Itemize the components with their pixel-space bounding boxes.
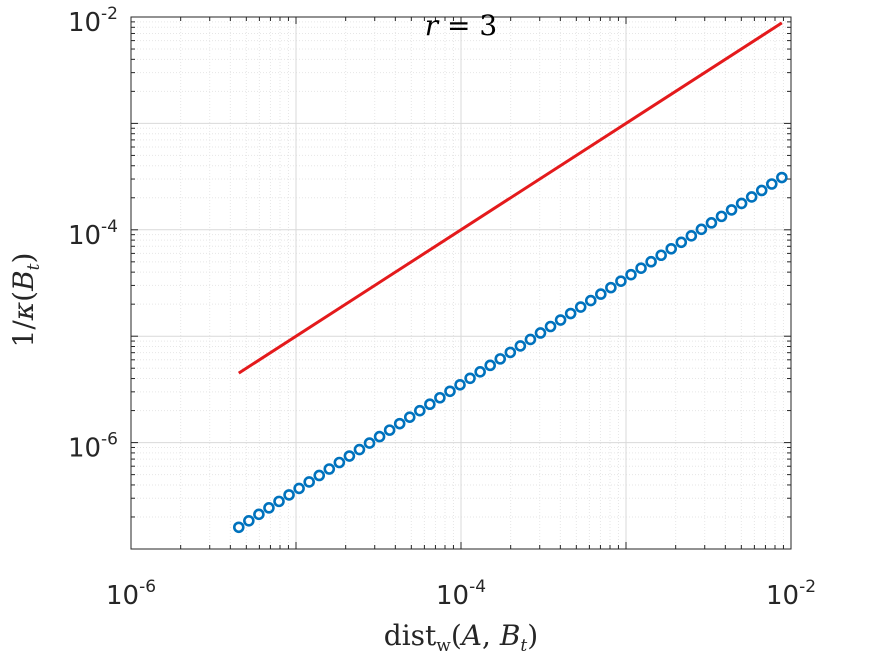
data-point-marker [444, 385, 456, 398]
data-point-marker [464, 372, 476, 385]
data-point-marker [333, 456, 346, 469]
data-point-marker [393, 417, 406, 430]
y-tick-label: 10-4 [68, 217, 118, 251]
data-point-marker [765, 178, 778, 190]
data-point-marker [504, 346, 517, 359]
data-point-marker [273, 495, 285, 508]
data-point-marker [675, 236, 688, 249]
data-point-marker [353, 443, 366, 456]
data-point-marker [745, 191, 758, 203]
data-point-marker [735, 197, 748, 210]
data-point-marker [595, 288, 607, 300]
data-point-marker [725, 204, 738, 216]
data-point-marker [494, 353, 507, 365]
data-point-marker [635, 262, 647, 274]
data-point-marker [524, 333, 537, 346]
data-point-marker [383, 424, 396, 436]
data-point-marker [514, 340, 527, 352]
data-point-marker [413, 404, 426, 417]
data-point-marker [705, 217, 718, 229]
data-point-marker [605, 281, 617, 294]
data-point-marker [343, 450, 356, 462]
data-point-marker [534, 327, 547, 339]
data-point-marker [424, 398, 436, 411]
data-point-marker [293, 482, 305, 495]
data-point-marker [564, 307, 577, 320]
axis-ticks [130, 17, 791, 550]
data-point-marker [625, 268, 637, 281]
data-point-marker [776, 171, 788, 184]
data-point-marker [584, 294, 597, 307]
x-axis-label: distw(A, Bt) [384, 619, 538, 656]
data-point-marker [615, 275, 627, 287]
data-point-marker [474, 366, 486, 378]
data-point-marker [665, 242, 678, 255]
data-point-marker [454, 378, 466, 391]
data-point-marker [363, 437, 376, 449]
y-tick-label: 10-2 [68, 4, 118, 38]
data-point-marker [253, 508, 265, 521]
series-layer [232, 21, 788, 534]
data-point-marker [685, 230, 698, 242]
x-tick-labels: 10-6 10-4 10-2 [106, 577, 816, 611]
data-point-marker [313, 469, 326, 482]
data-point-marker [403, 411, 416, 423]
y-tick-label: 10-6 [68, 430, 118, 464]
data-point-marker [715, 210, 728, 223]
x-tick-label: 10-2 [766, 577, 816, 611]
data-point-marker [434, 391, 446, 404]
data-point-marker [373, 430, 386, 443]
data-point-marker [323, 463, 336, 475]
data-point-marker [484, 359, 496, 372]
data-point-marker [243, 515, 255, 527]
x-tick-label: 10-6 [106, 577, 156, 611]
data-point-marker [755, 184, 768, 197]
data-point-marker [695, 223, 708, 236]
chart-title: r = 3 [425, 9, 497, 42]
series-line-0 [237, 21, 783, 375]
x-tick-label: 10-4 [436, 577, 486, 611]
data-point-marker [574, 301, 587, 313]
data-point-marker [554, 314, 567, 326]
y-tick-labels: 10-6 10-4 10-2 [68, 4, 118, 464]
data-point-marker [303, 476, 315, 488]
data-point-marker [263, 502, 275, 514]
data-point-marker [544, 320, 557, 333]
y-axis-label: 1/κ(Bt) [7, 253, 44, 348]
data-point-marker [645, 255, 657, 268]
data-point-marker [232, 521, 245, 534]
data-point-marker [655, 249, 667, 262]
data-point-marker [283, 489, 295, 501]
